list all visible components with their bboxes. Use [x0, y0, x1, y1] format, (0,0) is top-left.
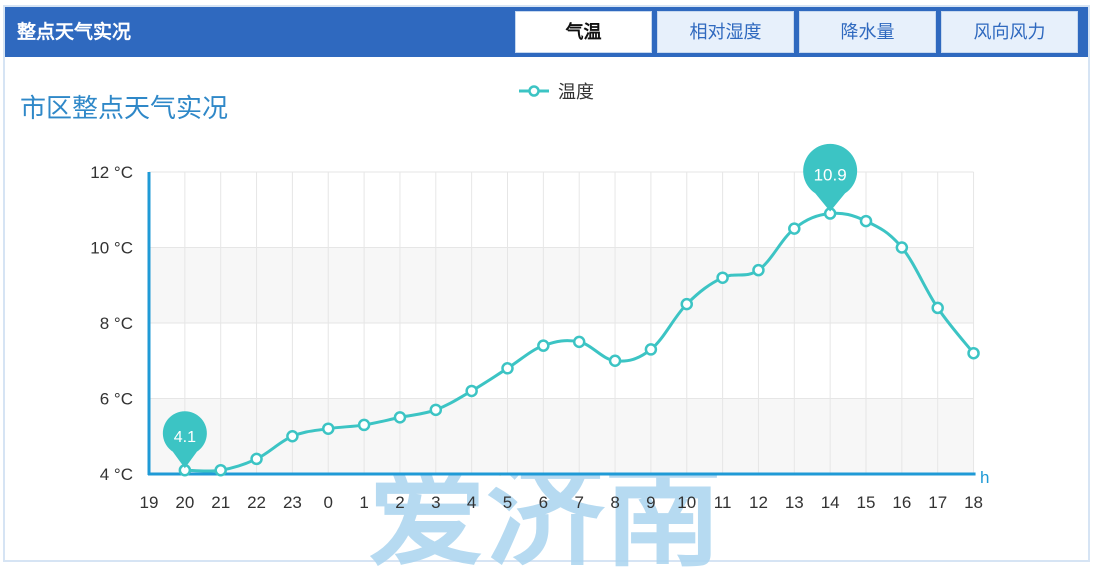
x-tick-label: 17: [928, 493, 947, 512]
x-tick-label: 13: [785, 493, 804, 512]
legend-label: 温度: [558, 82, 594, 103]
x-tick-label: 12: [749, 493, 768, 512]
tab-precipitation[interactable]: 降水量: [799, 11, 936, 53]
grid-band: [149, 398, 974, 474]
x-tick-label: 21: [211, 493, 230, 512]
temperature-point: [931, 301, 944, 315]
pin-marker-icon: [803, 143, 858, 212]
temperature-point: [214, 463, 227, 477]
x-tick-label: 8: [610, 493, 619, 512]
pin-marker-icon: [162, 411, 207, 469]
x-tick-label: 14: [821, 493, 840, 512]
y-tick-label: 12 °C: [90, 163, 133, 182]
chart-title: 市区整点天气实况: [20, 94, 229, 124]
x-tick-label: 22: [247, 493, 266, 512]
panel-title: 整点天气实况: [17, 21, 132, 43]
temperature-point: [608, 354, 622, 367]
x-tick-label: 19: [140, 493, 159, 512]
legend-marker-icon: [519, 85, 549, 97]
x-tick-label: 18: [964, 493, 983, 512]
x-tick-label: 15: [857, 493, 876, 512]
grid-band: [149, 247, 974, 323]
x-tick-label: 4: [467, 493, 476, 512]
temperature-point: [788, 222, 801, 235]
y-tick-label: 8 °C: [100, 314, 133, 333]
temperature-point: [752, 263, 765, 277]
max-value-label: 10.9: [814, 166, 847, 185]
x-tick-label: 5: [503, 493, 512, 512]
x-tick-label: 10: [677, 493, 696, 512]
temperature-point: [501, 362, 514, 375]
temperature-point: [537, 339, 550, 352]
y-tick-label: 6 °C: [100, 390, 133, 409]
x-tick-label: 1: [359, 493, 368, 512]
temperature-point: [322, 422, 335, 435]
x-tick-label: 0: [324, 493, 333, 512]
temperature-point: [895, 241, 909, 254]
temperature-point: [572, 335, 586, 349]
y-tick-label: 10 °C: [90, 239, 133, 258]
temperature-point: [465, 384, 478, 398]
x-tick-label: 9: [646, 493, 655, 512]
temperature-point: [393, 411, 407, 424]
temperature-point: [716, 271, 729, 284]
temperature-point: [286, 430, 299, 443]
temperature-point: [967, 346, 980, 360]
y-tick-label: 4 °C: [100, 465, 133, 484]
x-tick-label: 2: [395, 493, 404, 512]
x-unit-label: h: [980, 468, 989, 487]
x-tick-label: 6: [539, 493, 548, 512]
min-value-label: 4.1: [174, 429, 196, 446]
tab-humidity[interactable]: 相对湿度: [657, 11, 794, 53]
x-tick-label: 23: [283, 493, 302, 512]
x-tick-label: 11: [714, 493, 732, 512]
tab-bar: 气温 相对湿度 降水量 风向风力: [515, 11, 1078, 53]
temperature-point: [250, 452, 263, 466]
temperature-point: [859, 214, 873, 228]
x-tick-label: 20: [175, 493, 194, 512]
legend[interactable]: 温度: [518, 78, 594, 104]
x-tick-label: 3: [431, 493, 440, 512]
panel-header: 整点天气实况 气温 相对湿度 降水量 风向风力: [5, 7, 1088, 57]
temperature-point: [644, 343, 658, 356]
x-tick-label: 16: [892, 493, 911, 512]
tab-wind[interactable]: 风向风力: [941, 11, 1078, 53]
tab-temperature[interactable]: 气温: [515, 11, 652, 53]
temperature-point: [429, 403, 443, 417]
x-tick-label: 7: [574, 493, 583, 512]
temperature-point: [357, 418, 371, 432]
temperature-point: [680, 297, 693, 311]
